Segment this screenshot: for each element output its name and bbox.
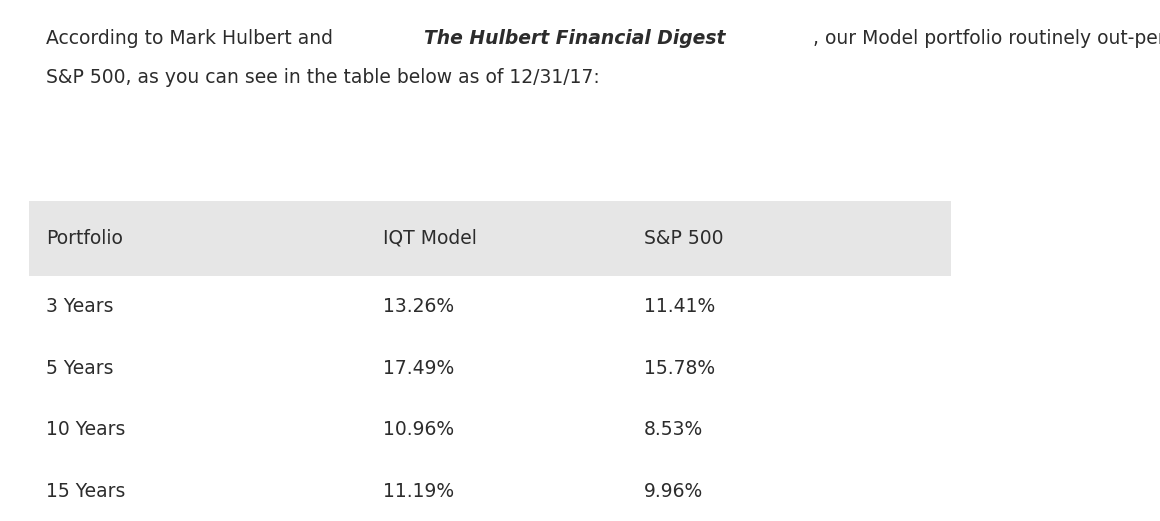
Text: 15.78%: 15.78% [644, 359, 715, 378]
Text: , our Model portfolio routinely out-performs the: , our Model portfolio routinely out-perf… [813, 29, 1160, 47]
Text: S&P 500, as you can see in the table below as of 12/31/17:: S&P 500, as you can see in the table bel… [46, 68, 600, 86]
Text: 5 Years: 5 Years [46, 359, 114, 378]
Text: 10.96%: 10.96% [383, 420, 454, 439]
Text: 13.26%: 13.26% [383, 297, 454, 316]
Text: S&P 500: S&P 500 [644, 229, 724, 248]
Text: 10 Years: 10 Years [46, 420, 125, 439]
Text: 11.41%: 11.41% [644, 297, 715, 316]
Text: IQT Model: IQT Model [383, 229, 477, 248]
Text: 9.96%: 9.96% [644, 482, 703, 501]
Text: 8.53%: 8.53% [644, 420, 703, 439]
Text: 3 Years: 3 Years [46, 297, 114, 316]
Text: 15 Years: 15 Years [46, 482, 125, 501]
Text: 17.49%: 17.49% [383, 359, 454, 378]
Text: Portfolio: Portfolio [46, 229, 123, 248]
Text: The Hulbert Financial Digest: The Hulbert Financial Digest [425, 29, 726, 47]
Text: According to Mark Hulbert and: According to Mark Hulbert and [46, 29, 340, 47]
FancyBboxPatch shape [29, 201, 951, 276]
Text: 11.19%: 11.19% [383, 482, 454, 501]
